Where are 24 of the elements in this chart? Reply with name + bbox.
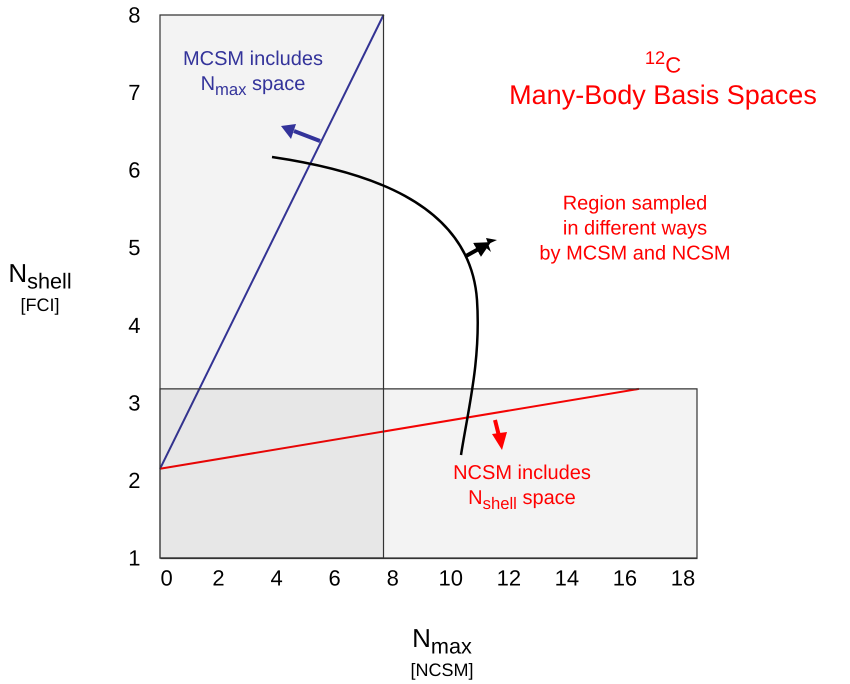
text: $^{12}$C Many-Body Basis Spaces bbox=[509, 47, 817, 112]
y-tick-label: 6 bbox=[128, 158, 140, 183]
y-tick-label: 3 bbox=[128, 390, 140, 416]
x-tick-label: 8 bbox=[386, 566, 399, 590]
x-tick-label: 10 bbox=[438, 566, 464, 590]
x-tick-label: 12 bbox=[496, 566, 522, 590]
y-tick-label: 1 bbox=[128, 546, 140, 570]
x-tick-label: 4 bbox=[270, 566, 283, 590]
y-tick-label: 7 bbox=[128, 80, 140, 106]
annotation: Region sampled in different ways by MCSM and NCSM bbox=[539, 192, 731, 266]
y-tick-label: 4 bbox=[128, 312, 140, 338]
x-tick-label: 18 bbox=[670, 566, 696, 590]
y-tick-label: 5 bbox=[128, 235, 140, 260]
y-axis-title: N$_{shell}$ [FCI] bbox=[8, 257, 72, 317]
annotation: NCSM includes N$_{shell}$ space bbox=[453, 461, 591, 515]
x-tick-label: 0 bbox=[160, 566, 173, 590]
x-tick-label: 16 bbox=[612, 566, 638, 590]
x-tick-label: 14 bbox=[554, 566, 580, 590]
x-tick-label: 6 bbox=[328, 566, 341, 590]
annotation: MCSM includes N$_{max}$ space bbox=[182, 47, 324, 101]
x-axis-title: N$_{max}$ [NCSM] bbox=[410, 622, 474, 682]
y-tick-label: 8 bbox=[128, 2, 140, 28]
x-tick-label: 2 bbox=[212, 566, 225, 590]
y-tick-label: 2 bbox=[128, 468, 140, 493]
